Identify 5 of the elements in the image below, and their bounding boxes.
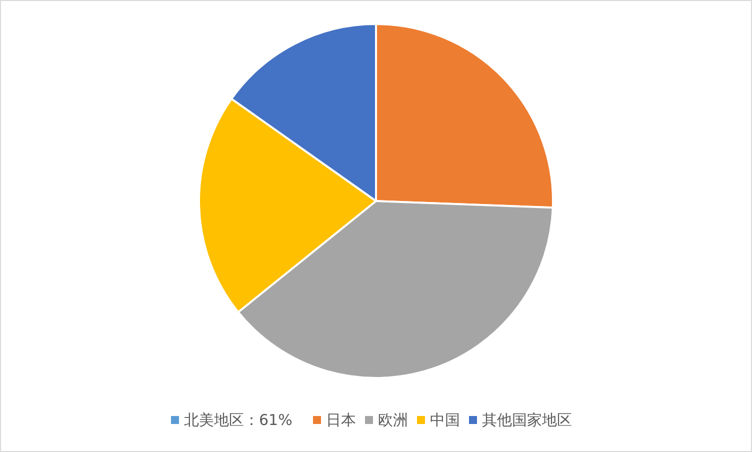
legend-label: 欧洲 [378, 411, 408, 429]
legend-label: 中国 [430, 411, 460, 429]
legend-label: 日本 [326, 411, 356, 429]
legend-label: 北美地区：61% [184, 411, 292, 429]
legend-label: 其他国家地区 [482, 411, 572, 429]
